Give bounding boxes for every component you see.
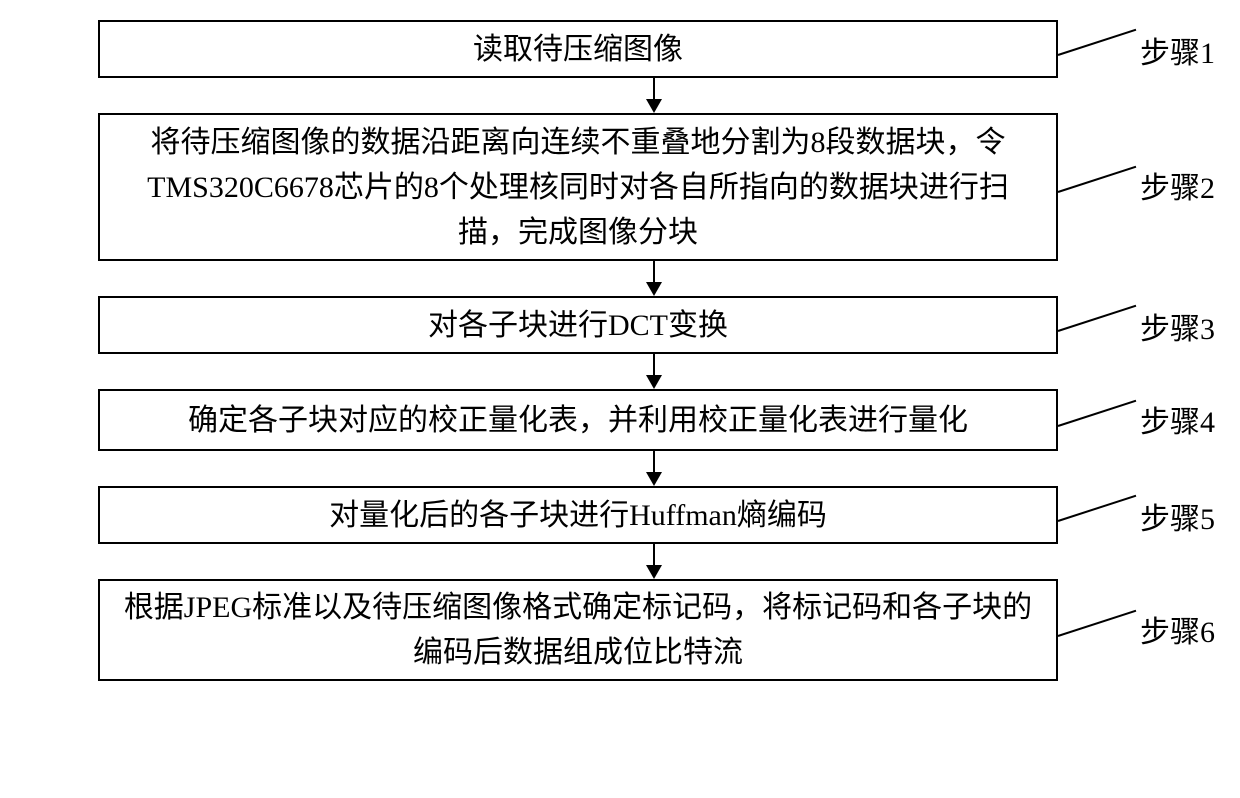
step-2-container: 将待压缩图像的数据沿距离向连续不重叠地分割为8段数据块，令TMS320C6678… — [30, 113, 1210, 261]
step-1-container: 读取待压缩图像 步骤1 — [30, 20, 1210, 78]
step-4-box: 确定各子块对应的校正量化表，并利用校正量化表进行量化 — [98, 389, 1058, 451]
step-4-label: 步骤4 — [1140, 397, 1215, 441]
step-3-box: 对各子块进行DCT变换 — [98, 296, 1058, 354]
step-2-text: 将待压缩图像的数据沿距离向连续不重叠地分割为8段数据块，令TMS320C6678… — [120, 120, 1036, 255]
step-5-text: 对量化后的各子块进行Huffman熵编码 — [329, 493, 827, 538]
step-3-connector — [1058, 305, 1137, 332]
step-5-connector — [1058, 495, 1137, 522]
step-1-connector — [1058, 29, 1137, 56]
step-2-box: 将待压缩图像的数据沿距离向连续不重叠地分割为8段数据块，令TMS320C6678… — [98, 113, 1058, 261]
arrow-1-2 — [174, 78, 1134, 113]
step-3-text: 对各子块进行DCT变换 — [428, 303, 728, 348]
step-3-label: 步骤3 — [1140, 304, 1215, 348]
step-1-text: 读取待压缩图像 — [473, 27, 683, 72]
step-2-label: 步骤2 — [1140, 163, 1215, 207]
flowchart-container: 读取待压缩图像 步骤1 将待压缩图像的数据沿距离向连续不重叠地分割为8段数据块，… — [30, 20, 1210, 681]
arrow-2-3 — [174, 261, 1134, 296]
step-6-label: 步骤6 — [1140, 607, 1215, 651]
step-5-container: 对量化后的各子块进行Huffman熵编码 步骤5 — [30, 486, 1210, 544]
step-4-connector — [1058, 400, 1137, 427]
step-6-text: 根据JPEG标准以及待压缩图像格式确定标记码，将标记码和各子块的编码后数据组成位… — [120, 585, 1036, 675]
step-6-connector — [1058, 610, 1137, 637]
step-6-container: 根据JPEG标准以及待压缩图像格式确定标记码，将标记码和各子块的编码后数据组成位… — [30, 579, 1210, 681]
step-4-text: 确定各子块对应的校正量化表，并利用校正量化表进行量化 — [188, 398, 968, 443]
step-2-connector — [1058, 166, 1137, 193]
arrow-4-5 — [174, 451, 1134, 486]
step-5-label: 步骤5 — [1140, 494, 1215, 538]
step-3-container: 对各子块进行DCT变换 步骤3 — [30, 296, 1210, 354]
step-6-box: 根据JPEG标准以及待压缩图像格式确定标记码，将标记码和各子块的编码后数据组成位… — [98, 579, 1058, 681]
arrow-3-4 — [174, 354, 1134, 389]
step-5-box: 对量化后的各子块进行Huffman熵编码 — [98, 486, 1058, 544]
step-1-label: 步骤1 — [1140, 28, 1215, 72]
arrow-5-6 — [174, 544, 1134, 579]
step-1-box: 读取待压缩图像 — [98, 20, 1058, 78]
step-4-container: 确定各子块对应的校正量化表，并利用校正量化表进行量化 步骤4 — [30, 389, 1210, 451]
